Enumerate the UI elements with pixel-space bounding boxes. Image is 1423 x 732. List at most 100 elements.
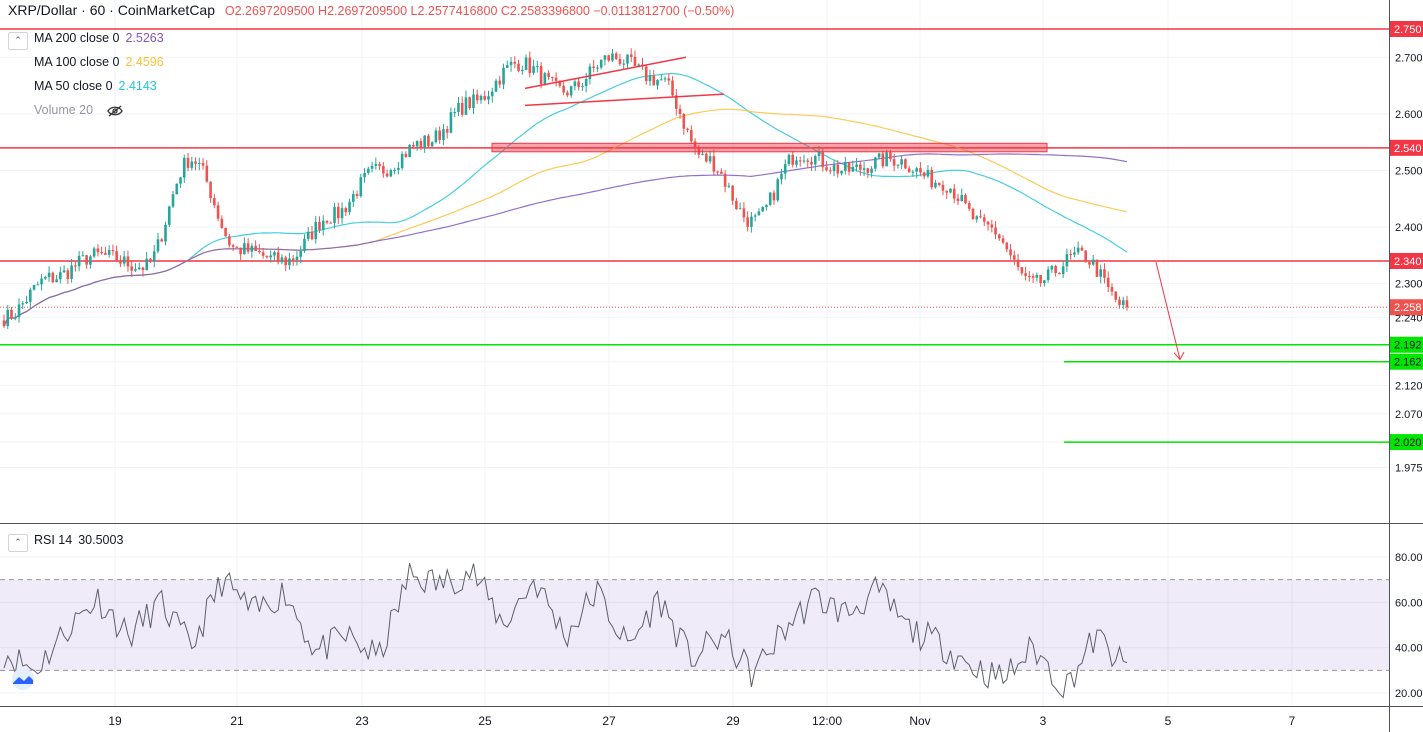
candle-body: [521, 69, 524, 71]
legend-ma200[interactable]: ⌃ MA 200 close 0 2.5263: [8, 31, 164, 50]
chevron-down-icon[interactable]: ⌃: [8, 32, 28, 50]
candle-body: [926, 169, 930, 177]
candle-body: [295, 256, 299, 260]
candle-body: [832, 164, 836, 172]
rsi-band: [0, 579, 1389, 671]
candle-body: [922, 172, 926, 177]
candle-body: [693, 141, 697, 149]
candle-body: [723, 173, 727, 187]
candle-body: [551, 76, 554, 78]
price-label-text: 2.750: [1394, 24, 1422, 36]
candle-body: [986, 221, 990, 225]
candle-body: [194, 161, 197, 164]
candle-body: [494, 80, 498, 92]
candle-body: [862, 168, 866, 170]
candle-body: [611, 53, 614, 61]
candle-body: [618, 58, 622, 64]
candle-body: [543, 73, 547, 84]
candle-body: [750, 216, 753, 227]
candle-body: [1005, 242, 1009, 250]
candle-body: [813, 156, 817, 165]
candle-body: [1080, 247, 1084, 251]
candle-body: [1001, 238, 1005, 243]
candle-body: [889, 152, 892, 160]
candle-body: [1013, 255, 1016, 260]
tradingview-logo-icon[interactable]: [8, 668, 38, 690]
candle-body: [228, 236, 231, 246]
candle-body: [735, 200, 738, 210]
candle-body: [36, 284, 40, 286]
symbol-name[interactable]: XRP/Dollar: [8, 2, 78, 18]
candle-body: [663, 78, 667, 80]
candle-body: [828, 170, 832, 172]
price-label-text: 2.192: [1394, 340, 1422, 352]
candle-body: [795, 160, 798, 165]
rsi-tick-label: 60.00: [1395, 597, 1423, 609]
candle-body: [17, 304, 21, 318]
candle-body: [269, 255, 272, 258]
candle-body: [336, 206, 340, 219]
time-tick-label: 23: [355, 714, 369, 728]
candle-body: [321, 220, 325, 230]
candle-body: [104, 253, 107, 255]
candle-body: [599, 59, 603, 68]
candle-body: [1054, 266, 1057, 274]
candle-body: [445, 129, 449, 133]
candle-body: [468, 97, 472, 109]
candle-body: [6, 309, 10, 327]
ma100-line: [3, 108, 1128, 327]
candle-body: [231, 245, 235, 247]
candle-body: [344, 208, 348, 213]
candle-body: [798, 160, 802, 162]
candle-body: [648, 75, 652, 82]
candle-body: [479, 95, 483, 101]
time-tick-label: 27: [602, 714, 616, 728]
candle-body: [716, 171, 719, 173]
candle-body: [216, 205, 220, 219]
price-tick-label: 2.240: [1395, 313, 1423, 325]
candle-body: [656, 79, 659, 86]
channel-upper-line: [524, 56, 687, 90]
change-value: −0.0113812700 (−0.50%): [593, 4, 735, 18]
legend-volume[interactable]: Volume 20: [8, 103, 123, 117]
candle-body: [877, 153, 881, 158]
candle-body: [310, 231, 314, 240]
candle-body: [536, 65, 539, 67]
price-label-text: 2.162: [1394, 357, 1422, 369]
chevron-down-icon[interactable]: ⌃: [8, 534, 28, 552]
candle-body: [419, 140, 423, 148]
candle-body: [74, 265, 77, 267]
high-value: H2.2697209500: [318, 4, 408, 18]
candle-body: [1065, 254, 1069, 267]
candle-body: [509, 61, 513, 66]
candle-body: [975, 216, 979, 220]
candle-body: [1103, 269, 1106, 278]
candle-body: [250, 245, 254, 252]
candle-body: [77, 255, 81, 267]
candle-body: [960, 194, 964, 202]
candle-body: [945, 190, 949, 193]
candle-body: [460, 102, 464, 115]
candle-body: [340, 208, 344, 219]
candle-body: [659, 79, 663, 81]
legend-rsi[interactable]: ⌃ RSI 14 30.5003: [8, 533, 123, 552]
candle-body: [911, 171, 915, 173]
candle-body: [998, 234, 1001, 239]
candle-body: [10, 309, 13, 319]
rsi-line: [3, 562, 1128, 699]
ma50-line: [3, 72, 1128, 327]
legend-ma50[interactable]: MA 50 close 0 2.4143: [8, 79, 157, 93]
legend-ma100[interactable]: MA 100 close 0 2.4596: [8, 55, 164, 69]
ohlc-values: O2.2697209500 H2.2697209500 L2.257741680…: [225, 4, 734, 18]
price-label-tag: [1390, 139, 1423, 156]
candle-body: [802, 160, 806, 162]
candle-body: [1039, 274, 1042, 284]
interval-label[interactable]: 60: [89, 2, 106, 18]
candle-body: [892, 159, 896, 166]
candles: [2, 48, 1129, 330]
eye-crossed-icon[interactable]: [106, 105, 123, 117]
time-tick-label: 19: [108, 714, 122, 728]
target-arrow: [1155, 262, 1181, 360]
candle-body: [408, 145, 411, 157]
